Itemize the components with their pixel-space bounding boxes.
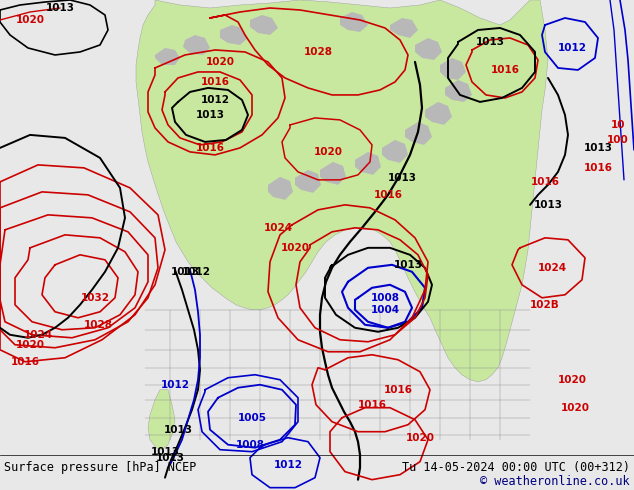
Polygon shape <box>136 0 548 382</box>
Text: 1028: 1028 <box>304 47 332 57</box>
Text: 1020: 1020 <box>205 57 235 67</box>
Polygon shape <box>382 140 408 163</box>
Text: 1020: 1020 <box>15 15 44 25</box>
Polygon shape <box>405 122 432 145</box>
Text: 1013: 1013 <box>533 200 562 210</box>
Text: 1016: 1016 <box>195 143 224 153</box>
Text: 1012: 1012 <box>200 95 230 105</box>
Text: 1012: 1012 <box>273 460 302 470</box>
Polygon shape <box>340 12 368 32</box>
Polygon shape <box>390 18 418 38</box>
Text: 10: 10 <box>611 120 625 130</box>
Polygon shape <box>183 35 210 55</box>
Text: 1016: 1016 <box>358 400 387 410</box>
Text: 1016: 1016 <box>200 77 230 87</box>
Polygon shape <box>220 25 248 45</box>
Text: Surface pressure [hPa] NCEP: Surface pressure [hPa] NCEP <box>4 461 197 474</box>
Text: 1013: 1013 <box>164 425 193 435</box>
Text: 1016: 1016 <box>11 357 39 367</box>
Polygon shape <box>155 48 180 65</box>
Text: 1016: 1016 <box>373 190 403 200</box>
Text: 1016: 1016 <box>491 65 519 75</box>
Text: 1016: 1016 <box>384 385 413 395</box>
Text: 100: 100 <box>607 135 629 145</box>
Text: 1013: 1013 <box>150 447 179 457</box>
Text: 1020: 1020 <box>560 403 590 413</box>
Polygon shape <box>268 177 293 200</box>
Text: © weatheronline.co.uk: © weatheronline.co.uk <box>481 475 630 488</box>
Text: 1024: 1024 <box>264 223 292 233</box>
Text: 1013: 1013 <box>387 173 417 183</box>
Polygon shape <box>445 80 472 102</box>
Text: 1005: 1005 <box>238 413 266 423</box>
Text: 1008: 1008 <box>370 293 399 303</box>
Text: 1013: 1013 <box>476 37 505 47</box>
Polygon shape <box>148 390 175 450</box>
Text: 1020: 1020 <box>406 433 434 442</box>
Text: 1013: 1013 <box>155 453 184 463</box>
Text: 1016: 1016 <box>531 177 559 187</box>
Text: 1024: 1024 <box>538 263 567 273</box>
Text: 1020: 1020 <box>15 340 44 350</box>
Text: 1012: 1012 <box>181 267 210 277</box>
Text: 1020: 1020 <box>557 375 586 385</box>
Polygon shape <box>250 15 278 35</box>
Text: 1016: 1016 <box>583 163 612 173</box>
Text: 1013: 1013 <box>46 3 75 13</box>
Text: 1013: 1013 <box>195 110 224 120</box>
Polygon shape <box>440 58 466 80</box>
Text: 1024: 1024 <box>23 330 53 340</box>
Text: 1004: 1004 <box>370 305 399 315</box>
Text: 1008: 1008 <box>235 440 264 450</box>
Text: 1013: 1013 <box>171 267 200 277</box>
Polygon shape <box>295 170 321 193</box>
Polygon shape <box>355 152 381 175</box>
Text: 1012: 1012 <box>160 380 190 390</box>
Text: 1020: 1020 <box>280 243 309 253</box>
Polygon shape <box>320 162 346 185</box>
Text: 102B: 102B <box>530 300 560 310</box>
Polygon shape <box>415 38 442 60</box>
Polygon shape <box>425 102 452 125</box>
Text: 1028: 1028 <box>84 320 112 330</box>
Text: 1013: 1013 <box>583 143 612 153</box>
Text: 1013: 1013 <box>394 260 422 270</box>
Text: Tu 14-05-2024 00:00 UTC (00+312): Tu 14-05-2024 00:00 UTC (00+312) <box>402 461 630 474</box>
Text: 1012: 1012 <box>557 43 586 53</box>
Text: 1020: 1020 <box>313 147 342 157</box>
Text: 1032: 1032 <box>81 293 110 303</box>
